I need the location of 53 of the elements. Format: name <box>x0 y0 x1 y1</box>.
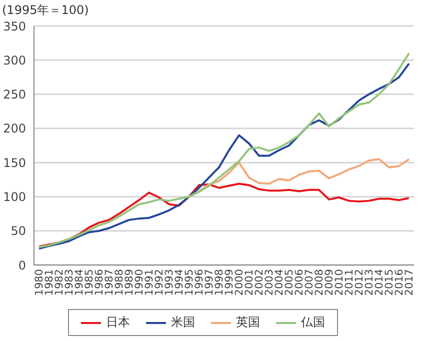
x-tick-label: 2007 <box>303 269 316 296</box>
x-tick-label: 2016 <box>393 268 406 296</box>
legend-label: 英国 <box>235 314 260 331</box>
x-tick-label: 1995 <box>183 269 196 296</box>
y-tick-label: 250 <box>3 88 26 102</box>
x-tick-label: 1982 <box>53 269 66 296</box>
y-tick-label: 50 <box>10 224 26 238</box>
x-tick-label: 2008 <box>313 269 326 296</box>
x-tick-label: 2013 <box>363 269 376 296</box>
x-tick-label: 1989 <box>123 269 136 296</box>
y-tick-label: 200 <box>3 122 26 136</box>
y-tick-label: 150 <box>3 156 26 170</box>
x-tick-label: 2012 <box>353 269 366 296</box>
x-tick-label: 2005 <box>283 269 296 296</box>
y-tick-label: 350 <box>3 19 26 34</box>
x-tick-label: 1991 <box>143 269 156 296</box>
line-series <box>38 182 410 248</box>
x-tick-label: 1994 <box>173 268 186 296</box>
x-tick-label: 2010 <box>333 269 346 296</box>
x-tick-label: 1988 <box>113 269 126 296</box>
y-tick-label: 300 <box>3 53 26 68</box>
x-tick-label: 1984 <box>73 268 86 296</box>
legend-label: 米国 <box>170 314 195 331</box>
legend-label: 日本 <box>105 314 130 331</box>
x-tick-label: 1993 <box>163 269 176 296</box>
line-series <box>188 158 410 198</box>
x-tick-label: 1987 <box>103 269 116 296</box>
y-tick-label: 0 <box>18 258 26 272</box>
x-tick-label: 1992 <box>153 269 166 296</box>
x-tick-label: 2015 <box>383 269 396 296</box>
x-tick-label: 2014 <box>373 268 386 296</box>
x-tick-label: 1997 <box>203 269 216 296</box>
x-tick-label: 2003 <box>263 269 276 296</box>
x-tick-label: 2004 <box>273 268 286 296</box>
y-tick-label: 100 <box>3 190 26 204</box>
x-tick-label: 1998 <box>213 269 226 296</box>
x-tick-label: 2017 <box>403 269 416 296</box>
x-tick-label: 1990 <box>133 269 146 296</box>
x-tick-label: 2001 <box>243 269 256 296</box>
x-tick-label: 1986 <box>93 268 106 296</box>
x-tick-label: 1985 <box>83 269 96 296</box>
legend-label: 仏国 <box>300 314 325 331</box>
x-tick-label: 2011 <box>343 269 356 296</box>
x-tick-label: 2002 <box>253 269 266 296</box>
x-tick-label: 1983 <box>63 269 76 296</box>
x-tick-label: 2006 <box>293 268 306 296</box>
x-tick-label: 2009 <box>323 269 336 296</box>
x-tick-label: 1996 <box>193 268 206 296</box>
x-tick-label: 1999 <box>223 269 236 296</box>
y-axis-title: (1995年＝100) <box>2 2 89 19</box>
x-tick-label: 2000 <box>233 269 246 296</box>
x-tick-label: 1980 <box>33 269 46 296</box>
x-tick-label: 1981 <box>43 269 56 296</box>
